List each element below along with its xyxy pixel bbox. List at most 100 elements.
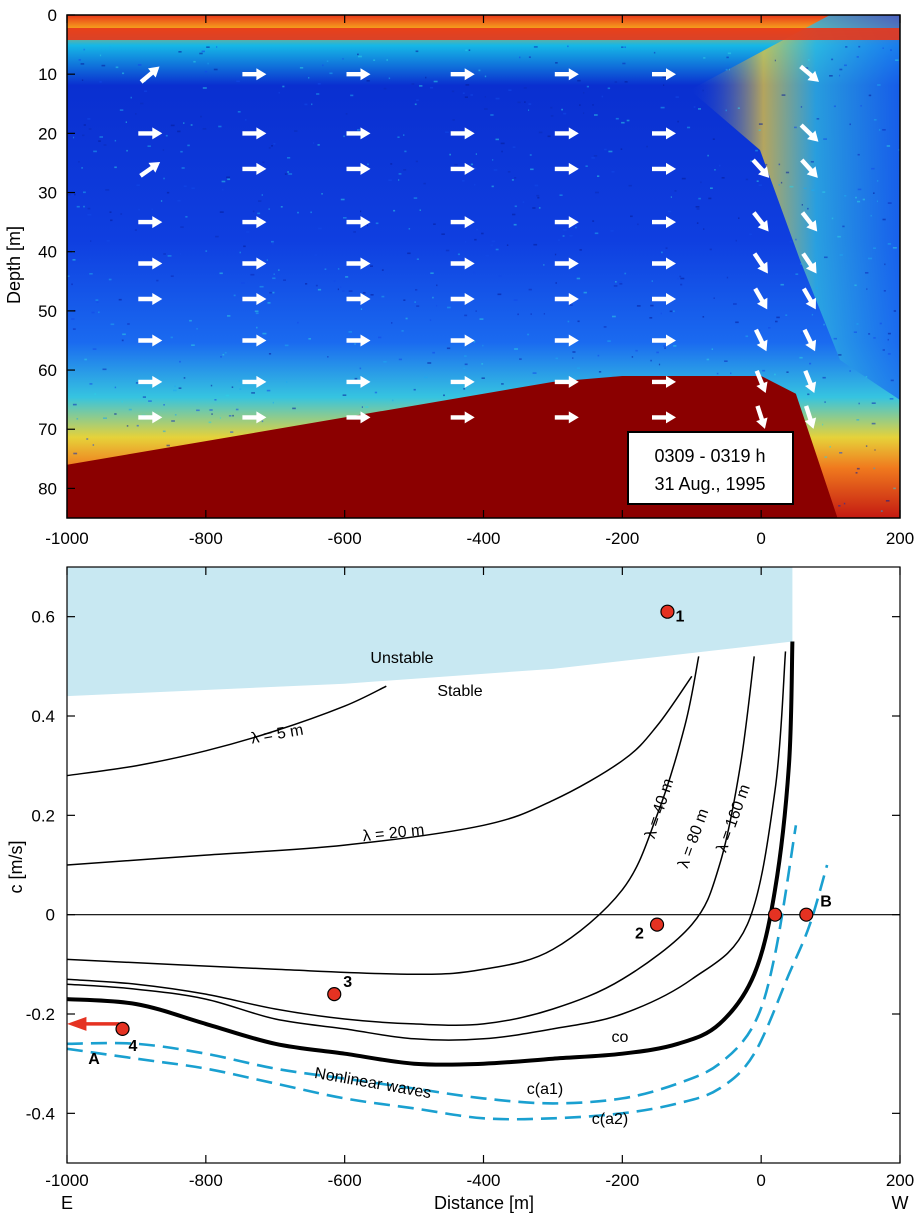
- echogram-speckle-dot: [405, 317, 408, 320]
- echogram-speckle-dot: [287, 157, 291, 159]
- echogram-speckle-dot: [204, 70, 208, 73]
- echogram-speckle-dot: [612, 315, 616, 318]
- echogram-speckle-dot: [127, 323, 130, 325]
- echogram-speckle-dot: [282, 85, 285, 88]
- echogram-speckle-dot: [500, 142, 505, 145]
- velocity-arrow: [138, 334, 163, 347]
- echogram-speckle-dot: [401, 330, 404, 332]
- echogram-speckle-dot: [178, 51, 182, 53]
- echogram-speckle-dot: [857, 188, 862, 191]
- echogram-speckle-dot: [887, 338, 889, 341]
- echogram-speckle-dot: [609, 372, 612, 375]
- echogram-speckle-dot: [577, 320, 580, 323]
- echogram-speckle-dot: [800, 106, 803, 108]
- echogram-speckle-dot: [228, 415, 232, 417]
- echogram-speckle-dot: [703, 57, 706, 59]
- velocity-arrow: [450, 411, 475, 424]
- echogram-speckle-dot: [662, 76, 667, 78]
- echogram-speckle-dot: [762, 369, 766, 372]
- unstable-label: Unstable: [370, 650, 433, 667]
- echogram-speckle-dot: [191, 187, 195, 189]
- echogram-speckle-dot: [403, 169, 407, 171]
- velocity-arrow: [242, 411, 267, 424]
- velocity-arrow: [450, 127, 475, 140]
- echogram-speckle-dot: [190, 124, 193, 126]
- echogram-speckle-dot: [345, 113, 348, 115]
- echogram-speckle-dot: [433, 223, 436, 225]
- echogram-speckle-dot: [726, 276, 729, 279]
- echogram-speckle-dot: [403, 299, 406, 301]
- echogram-speckle-dot: [71, 318, 75, 320]
- echogram-speckle-dot: [99, 81, 102, 83]
- echogram-speckle-dot: [317, 83, 321, 85]
- echogram-speckle-dot: [215, 235, 219, 238]
- echogram-speckle-dot: [805, 67, 809, 69]
- velocity-arrow: [139, 66, 160, 84]
- echogram-speckle-dot: [128, 408, 132, 411]
- echogram-speckle-dot: [211, 413, 213, 415]
- echogram-speckle-dot: [378, 336, 382, 339]
- echogram-speckle-dot: [236, 80, 240, 83]
- echogram-speckle-dot: [778, 163, 781, 166]
- echogram-speckle-dot: [635, 349, 638, 352]
- echogram-speckle-dot: [416, 305, 420, 307]
- echogram-speckle-dot: [513, 299, 518, 301]
- echogram-speckle-dot: [816, 118, 820, 120]
- unstable-region: [67, 567, 793, 697]
- echogram-speckle-dot: [101, 64, 106, 67]
- velocity-arrow: [751, 158, 770, 178]
- echogram-speckle-dot: [475, 310, 477, 312]
- echogram-speckle-dot: [187, 144, 190, 147]
- echogram-speckle-dot: [558, 239, 560, 241]
- echogram-speckle-dot: [882, 47, 884, 49]
- echogram-speckle-dot: [513, 223, 517, 226]
- echogram-speckle-dot: [530, 313, 532, 315]
- echogram-speckle-dot: [498, 275, 502, 277]
- echogram-speckle-dot: [597, 354, 600, 357]
- echogram-speckle-dot: [315, 284, 318, 287]
- point-4: [115, 1021, 130, 1037]
- echogram-speckle-dot: [845, 46, 848, 48]
- echogram-speckle-dot: [591, 157, 595, 159]
- echogram-speckle-dot: [789, 185, 794, 188]
- echogram-speckle-dot: [268, 208, 270, 210]
- echogram-speckle-dot: [304, 103, 308, 106]
- echogram-speckle-dot: [490, 114, 494, 116]
- echogram-speckle-dot: [185, 216, 188, 218]
- echogram-speckle-dot: [115, 66, 119, 69]
- echogram-speckle-dot: [567, 45, 569, 48]
- echogram-speckle-dot: [893, 487, 896, 490]
- echogram-speckle-dot: [67, 275, 70, 277]
- velocity-arrow: [138, 216, 163, 229]
- echogram-speckle-dot: [725, 68, 728, 71]
- velocity-arrow: [752, 211, 769, 232]
- velocity-arrow: [554, 334, 579, 347]
- velocity-arrow: [652, 127, 676, 140]
- echogram-speckle-dot: [366, 80, 370, 82]
- echogram-speckle-dot: [719, 164, 721, 167]
- echogram-speckle-dot: [507, 171, 511, 173]
- echogram-speckle-dot: [583, 92, 585, 94]
- echogram-speckle-dot: [484, 75, 487, 78]
- echogram-speckle-dot: [567, 320, 570, 323]
- echogram-speckle-dot: [497, 293, 502, 296]
- echogram-speckle-dot: [118, 298, 122, 301]
- echogram-speckle-dot: [839, 254, 843, 256]
- echogram-speckle-dot: [311, 103, 313, 106]
- x-tick-label: -200: [605, 1171, 639, 1190]
- x-tick-label: 200: [886, 1171, 914, 1190]
- echogram-speckle-dot: [890, 49, 892, 51]
- echogram-speckle-dot: [326, 60, 329, 62]
- echogram-speckle-dot: [308, 77, 310, 79]
- velocity-arrow: [346, 334, 371, 347]
- echogram-speckle-dot: [679, 275, 682, 278]
- echogram-speckle-dot: [865, 445, 868, 447]
- point-1: [660, 604, 675, 619]
- echogram-speckle-dot: [241, 282, 245, 284]
- velocity-arrow: [450, 68, 475, 81]
- echogram-speckle-dot: [656, 351, 659, 354]
- echogram-speckle-dot: [233, 294, 236, 297]
- echogram-speckle-dot: [83, 205, 85, 208]
- echogram-speckle-dot: [749, 233, 752, 236]
